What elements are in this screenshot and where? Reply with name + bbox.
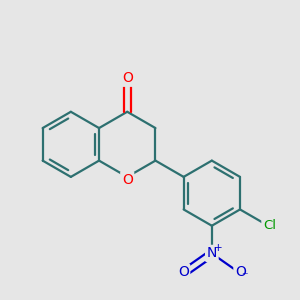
Text: +: + xyxy=(214,243,222,253)
Text: Cl: Cl xyxy=(263,219,276,232)
Text: N: N xyxy=(207,246,217,260)
Text: O: O xyxy=(178,265,189,279)
Text: ⁻: ⁻ xyxy=(241,270,248,283)
Text: O: O xyxy=(122,173,133,187)
Text: O: O xyxy=(235,265,246,279)
Text: O: O xyxy=(122,71,133,85)
